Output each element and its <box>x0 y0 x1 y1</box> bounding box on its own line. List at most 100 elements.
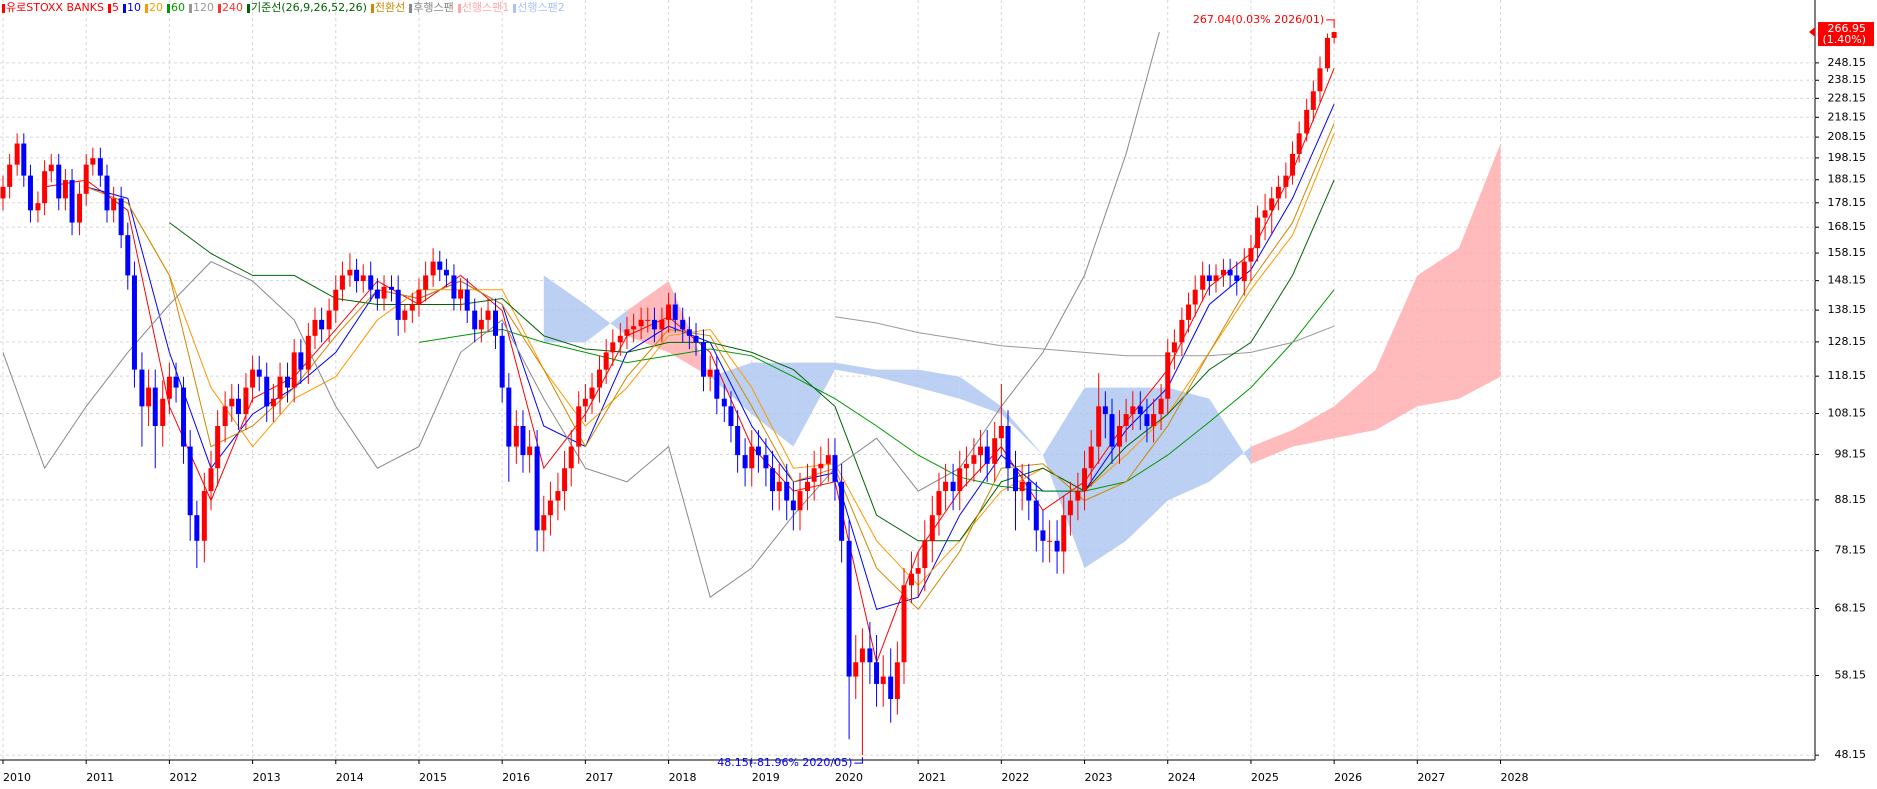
legend-item: 기준선(26,9,26,52,26) <box>246 1 367 15</box>
candle-body <box>1200 275 1206 290</box>
candle-body <box>874 662 880 684</box>
candle-body <box>215 425 221 469</box>
candle-body <box>201 491 207 541</box>
candle-body <box>493 310 499 336</box>
candle-body <box>291 352 297 388</box>
legend-swatch <box>457 3 461 13</box>
legend-item: 5 <box>107 1 119 15</box>
candle-body <box>742 455 748 469</box>
candle-body <box>270 398 276 407</box>
legend-item: 후행스팬 <box>409 1 454 15</box>
x-tick-label: 2011 <box>86 771 114 784</box>
candle-body <box>347 269 353 276</box>
legend-swatch <box>122 3 126 13</box>
cloud-segment <box>1417 248 1459 407</box>
legend-swatch <box>166 3 170 13</box>
y-tick-label: 128.15 <box>1828 335 1867 348</box>
y-tick-label: 138.15 <box>1828 303 1867 316</box>
cloud-segment <box>1334 369 1376 439</box>
y-tick-label: 98.15 <box>1835 447 1867 460</box>
candle-body <box>978 446 984 456</box>
candle-body <box>402 310 408 320</box>
candle-body <box>1096 406 1102 447</box>
candle-body <box>181 387 187 447</box>
candle-body <box>423 275 429 290</box>
legend-label: 120 <box>192 1 214 14</box>
candle-body <box>97 158 103 176</box>
candle-body <box>805 481 811 492</box>
candle-body <box>451 275 457 299</box>
candle-body <box>395 289 401 320</box>
candle-body <box>111 198 117 211</box>
legend-label: 10 <box>126 1 141 14</box>
x-tick-label: 2013 <box>253 771 281 784</box>
price-marker <box>1809 27 1815 38</box>
candle-body <box>1047 540 1053 542</box>
candle-body <box>104 175 110 211</box>
candle-body <box>368 275 374 290</box>
candle-body <box>728 406 734 426</box>
legend: 유로STOXX BANKS 5 10 20 60 120 240 기준선(26,9,26,52… <box>2 1 565 15</box>
candle-body <box>464 289 470 311</box>
candle-body <box>485 310 491 320</box>
indicator-line <box>418 289 1335 492</box>
last-price: 266.95 <box>1828 22 1867 35</box>
candle-body <box>1234 275 1240 282</box>
candle-body <box>0 186 6 199</box>
cloud-segment <box>1042 387 1085 569</box>
candle-body <box>187 446 193 516</box>
candle-body <box>1290 153 1296 176</box>
legend-item: 240 <box>217 1 243 15</box>
legend-label: 240 <box>221 1 243 14</box>
legend-label: 60 <box>170 1 185 14</box>
x-tick-label: 2024 <box>1168 771 1196 784</box>
candle-body <box>430 261 436 276</box>
candle-body <box>963 463 969 469</box>
candle-body <box>555 491 561 501</box>
x-tick-label: 2023 <box>1085 771 1113 784</box>
candle-body <box>527 446 533 456</box>
cloud-segment <box>1292 406 1335 447</box>
y-tick-label: 238.15 <box>1828 73 1867 86</box>
candle-body <box>971 455 977 464</box>
candle-body <box>1171 342 1177 353</box>
candle-body <box>582 398 588 407</box>
candle-body <box>638 319 644 327</box>
candle-body <box>339 275 345 290</box>
candle-body <box>437 261 443 270</box>
candle-body <box>680 319 686 330</box>
candle-body <box>936 491 942 516</box>
candle-body <box>1283 175 1289 187</box>
min-pointer <box>854 757 863 764</box>
y-tick-label: 168.15 <box>1828 220 1867 233</box>
y-tick-label: 228.15 <box>1828 91 1867 104</box>
legend-label: 20 <box>148 1 163 14</box>
candle-body <box>285 376 291 388</box>
legend-item: 120 <box>188 1 214 15</box>
y-tick-label: 148.15 <box>1828 274 1867 287</box>
price-box <box>1818 22 1874 47</box>
candle-body <box>506 387 512 447</box>
legend-item: 60 <box>166 1 185 15</box>
y-tick-label: 218.15 <box>1828 110 1867 123</box>
candle-body <box>894 662 900 699</box>
x-tick-label: 2018 <box>669 771 697 784</box>
candle-body <box>915 568 921 574</box>
candle-body <box>859 648 865 663</box>
candle-body <box>1137 406 1143 415</box>
candle-body <box>984 446 990 464</box>
candle-body <box>1116 425 1122 447</box>
y-tick-label: 248.15 <box>1828 56 1867 69</box>
legend-swatch <box>246 3 250 13</box>
legend-swatch <box>513 3 517 13</box>
candle-body <box>1310 91 1316 110</box>
candle-body <box>69 180 75 223</box>
x-tick-label: 2022 <box>1001 771 1029 784</box>
cloud-segment <box>793 362 835 447</box>
y-tick-label: 108.15 <box>1828 407 1867 420</box>
candle-body <box>846 540 852 677</box>
candle-body <box>152 387 158 426</box>
